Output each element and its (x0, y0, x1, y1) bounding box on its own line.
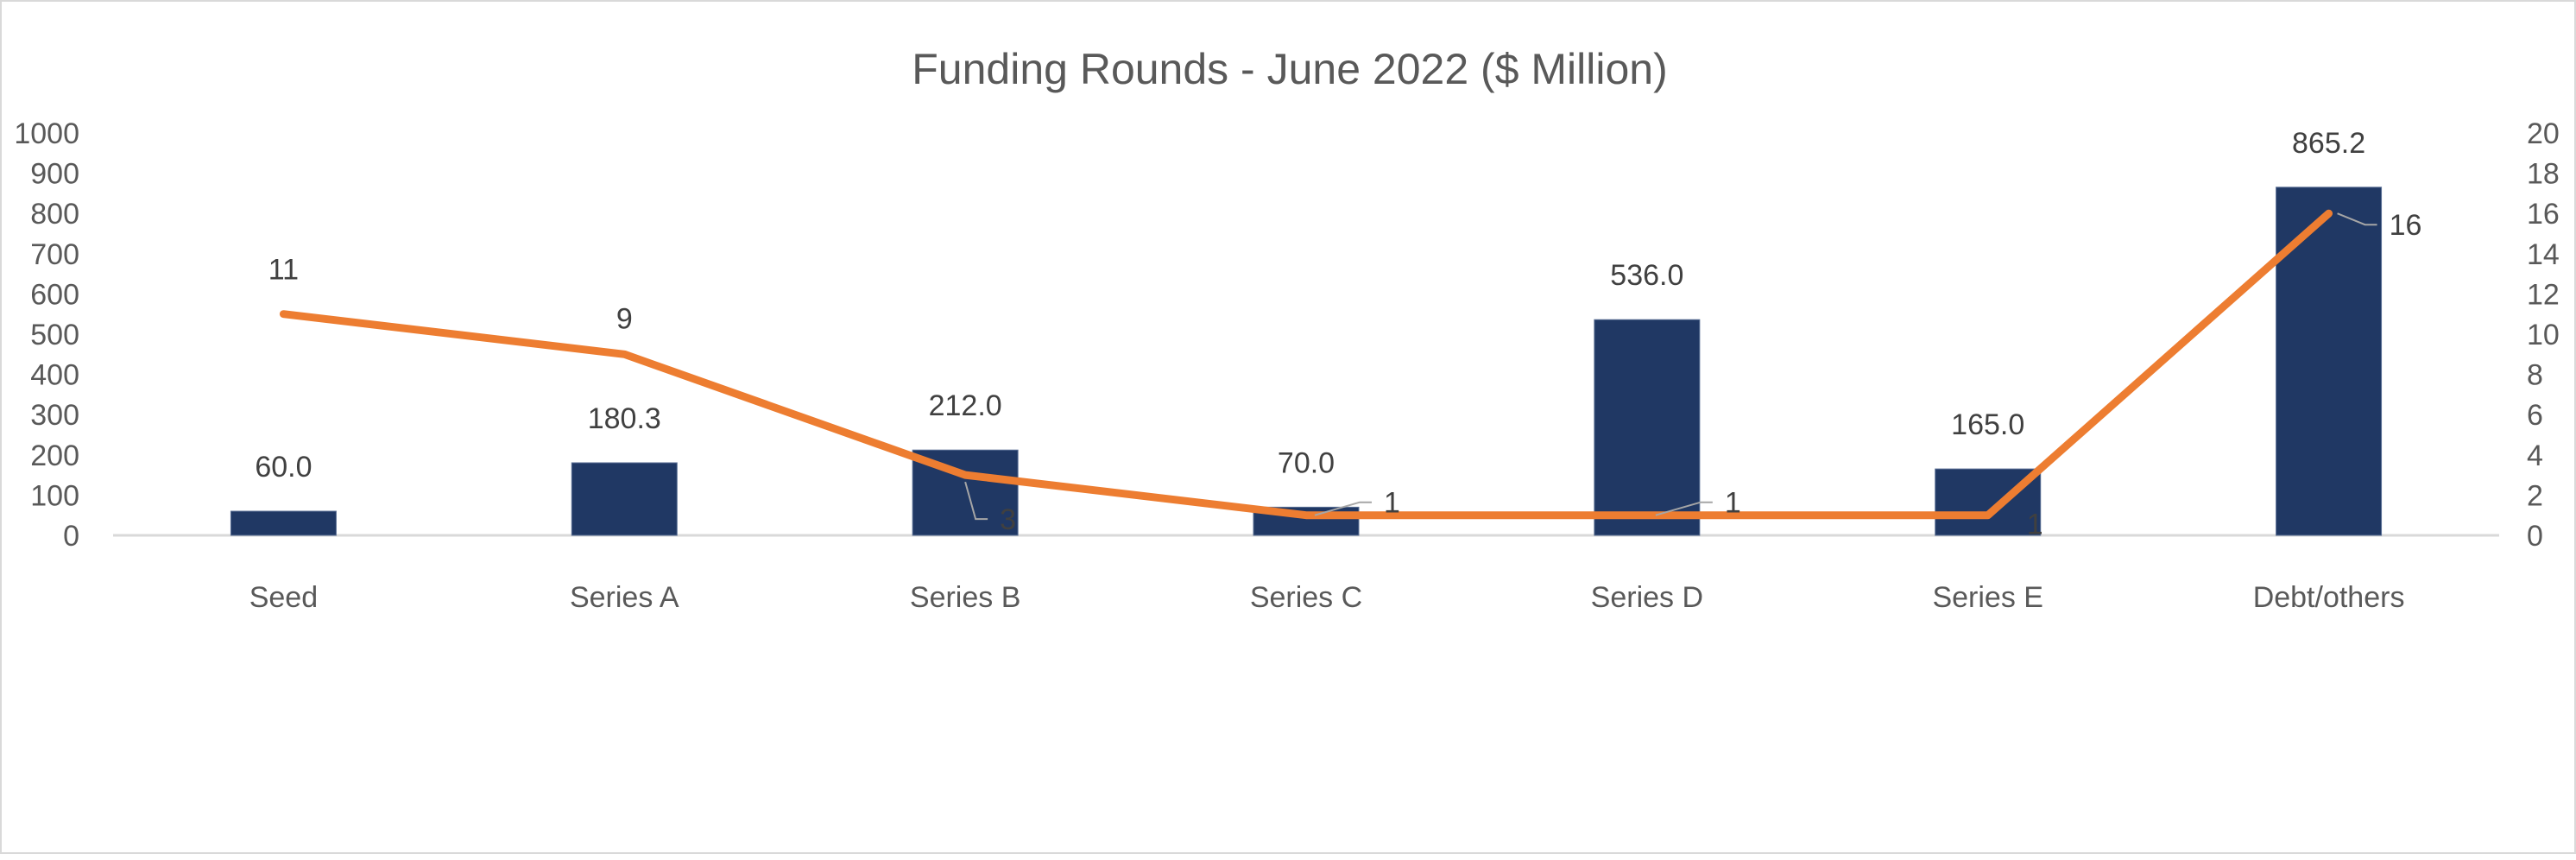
line-data-label: 1 (1725, 487, 1741, 520)
x-tick-label: Debt/others (2253, 581, 2405, 614)
y-right-tick-label: 2 (2527, 479, 2543, 512)
bar-data-label: 60.0 (255, 451, 312, 484)
y-left-tick-label: 0 (63, 520, 79, 553)
y-left-tick-label: 1000 (14, 117, 79, 150)
bar (571, 463, 677, 535)
y-left-tick-label: 200 (30, 439, 79, 472)
y-left-tick-label: 900 (30, 158, 79, 191)
y-left-tick-label: 100 (30, 479, 79, 512)
y-right-tick-label: 8 (2527, 359, 2543, 392)
y-right-tick-label: 6 (2527, 399, 2543, 432)
x-tick-label: Series E (1932, 581, 2043, 614)
x-tick-label: Seed (249, 581, 318, 614)
y-right-tick-label: 14 (2527, 238, 2560, 271)
line-data-label: 9 (616, 302, 633, 335)
y-right-tick-label: 4 (2527, 439, 2543, 472)
y-left-tick-label: 600 (30, 278, 79, 311)
bar-data-label: 865.2 (2292, 127, 2365, 160)
y-right-tick-label: 18 (2527, 158, 2560, 191)
x-tick-label: Series C (1250, 581, 1362, 614)
x-tick-label: Series B (910, 581, 1021, 614)
y-left-tick-label: 700 (30, 238, 79, 271)
line-data-label: 11 (268, 254, 299, 287)
bar-data-label: 165.0 (1951, 408, 2024, 441)
y-left-tick-label: 500 (30, 319, 79, 351)
y-right-tick-label: 20 (2527, 117, 2560, 150)
line-data-label: 1 (2027, 509, 2043, 541)
y-left-tick-label: 800 (30, 198, 79, 231)
bar-data-label: 212.0 (929, 389, 1002, 422)
y-right-tick-label: 10 (2527, 319, 2560, 351)
bar-data-label: 536.0 (1610, 259, 1683, 292)
chart-title: Funding Rounds - June 2022 ($ Million) (912, 45, 1668, 93)
y-right-tick-label: 12 (2527, 278, 2560, 311)
bar (2276, 187, 2382, 535)
line-data-label: 16 (2390, 209, 2422, 242)
y-right-tick-label: 0 (2527, 520, 2543, 553)
line-data-label: 1 (1384, 487, 1400, 520)
y-left-tick-label: 300 (30, 399, 79, 432)
x-tick-label: Series A (570, 581, 679, 614)
bar-data-label: 70.0 (1278, 446, 1335, 479)
bar (1594, 319, 1700, 535)
bar-data-label: 180.3 (588, 402, 661, 435)
bar (230, 511, 336, 535)
line-data-label: 3 (1000, 503, 1016, 536)
x-tick-label: Series D (1591, 581, 1703, 614)
y-right-tick-label: 16 (2527, 198, 2560, 231)
y-left-tick-label: 400 (30, 359, 79, 392)
